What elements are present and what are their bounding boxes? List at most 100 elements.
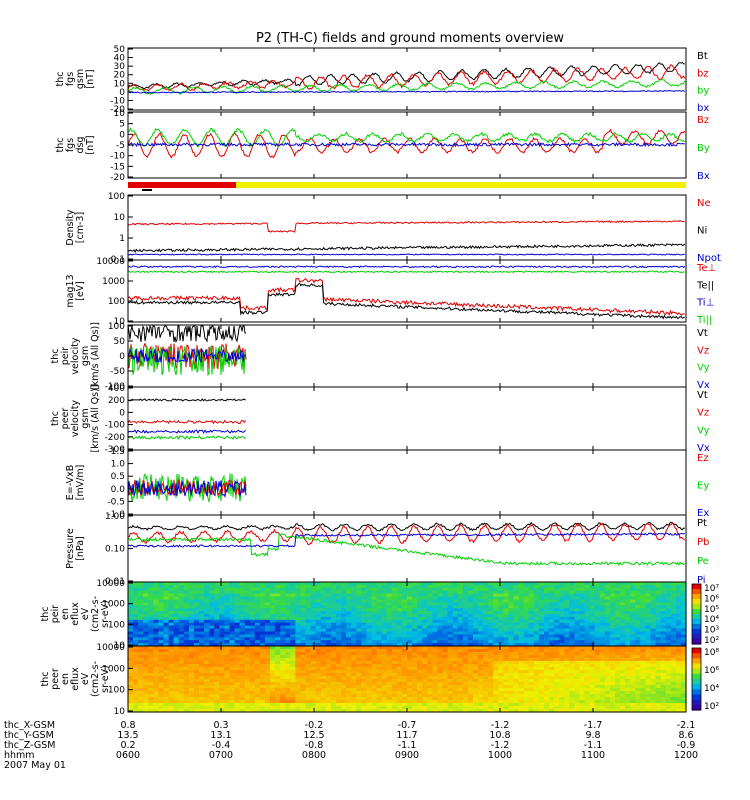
spectrogram-cell [442, 582, 449, 586]
spectrogram-cell [452, 596, 459, 600]
spectrogram-cell [183, 631, 190, 635]
spectrogram-cell [346, 596, 352, 600]
spectrogram-cell [371, 596, 378, 600]
spectrogram-cell [503, 611, 510, 615]
spectrogram-cell [153, 628, 160, 632]
spectrogram-cell [219, 673, 225, 677]
spectrogram-cell [280, 655, 286, 659]
spectrogram-cell [259, 661, 266, 665]
spectrogram-cell [518, 590, 525, 595]
spectrogram-cell [219, 679, 225, 683]
spectrogram-cell [133, 661, 139, 665]
spectrogram-cell [285, 599, 291, 603]
spectrogram-cell [219, 631, 225, 635]
spectrogram-cell [503, 697, 510, 701]
spectrogram-cell [376, 596, 383, 600]
spectrogram-cell [188, 614, 195, 618]
spectrogram-cell [341, 676, 347, 680]
spectrogram-cell [412, 676, 418, 680]
spectrogram-cell [188, 634, 195, 638]
spectrogram-cell [346, 611, 352, 615]
spectrogram-cell [513, 616, 520, 621]
spectrogram-cell [249, 587, 256, 592]
spectrogram-cell [305, 640, 312, 644]
spectrogram-cell [599, 655, 606, 659]
spectrogram-cell [462, 667, 469, 671]
spectrogram-cell [680, 608, 687, 612]
spectrogram-cell [599, 590, 606, 595]
spectrogram-cell [244, 590, 251, 595]
spectrogram-cell [396, 682, 403, 686]
spectrogram-cell [457, 682, 464, 686]
spectrogram-cell [462, 590, 469, 595]
spectrogram-cell [630, 676, 636, 680]
spectrogram-cell [346, 634, 352, 638]
spectrogram-cell [432, 605, 439, 609]
spectrogram-cell [366, 676, 373, 680]
spectrogram-cell [249, 584, 256, 589]
spectrogram-cell [564, 706, 570, 710]
spectrogram-cell [472, 706, 479, 710]
spectrogram-cell [376, 614, 383, 618]
spectrogram-cell [528, 682, 535, 686]
spectrogram-cell [224, 614, 231, 618]
spectrogram-cell [407, 599, 413, 603]
spectrogram-cell [168, 655, 175, 659]
spectrogram-cell [336, 602, 342, 606]
spectrogram-cell [488, 649, 494, 653]
spectrogram-cell [609, 631, 616, 635]
spectrogram-cell [290, 643, 296, 647]
spectrogram-cell [620, 643, 626, 647]
spectrogram-cell [193, 658, 200, 662]
spectrogram-cell [234, 682, 241, 686]
spectrogram-cell [488, 614, 494, 618]
spectrogram-cell [381, 631, 388, 635]
spectrogram-cell [635, 622, 641, 627]
spectrogram-cell [432, 584, 439, 589]
spectrogram-cell [483, 605, 489, 609]
spectrogram-cell [396, 706, 403, 710]
spectrogram-cell [219, 670, 225, 674]
spectrogram-cell [224, 664, 231, 668]
spectrogram-cell [584, 670, 591, 674]
spectrogram-cell [239, 643, 246, 647]
spectrogram-cell [234, 628, 241, 632]
spectrogram-cell [275, 667, 281, 671]
spectrogram-cell [427, 625, 433, 630]
spectrogram-cell [234, 593, 241, 598]
spectrogram-cell [508, 679, 515, 683]
spectrogram-cell [518, 649, 525, 653]
spectrogram-cell [366, 646, 373, 650]
spectrogram-cell [199, 584, 205, 589]
spectrogram-cell [320, 614, 327, 618]
spectrogram-cell [178, 637, 185, 641]
spectrogram-cell [305, 616, 312, 621]
spectrogram-cell [224, 709, 231, 713]
spectrogram-cell [290, 697, 296, 701]
spectrogram-cell [315, 655, 322, 659]
spectrogram-cell [554, 697, 560, 701]
spectrogram-cell [452, 691, 459, 695]
spectrogram-cell [143, 611, 149, 615]
spectrogram-cell [533, 625, 540, 630]
spectrogram-cell [336, 685, 342, 689]
spectrogram-cell [589, 664, 596, 668]
spectrogram-cell [148, 584, 154, 589]
spectrogram-cell [564, 697, 570, 701]
spectrogram-cell [128, 703, 134, 707]
spectrogram-cell [523, 682, 530, 686]
spectrogram-cell [544, 590, 550, 595]
spectrogram-cell [153, 679, 160, 683]
spectrogram-cell [513, 622, 520, 627]
spectrogram-cell [498, 691, 504, 695]
spectrogram-cell [128, 655, 134, 659]
spectrogram-cell [538, 673, 545, 677]
spectrogram-cell [153, 590, 160, 595]
spectrogram-cell [615, 676, 621, 680]
spectrogram-cell [412, 590, 418, 595]
spectrogram-cell [589, 605, 596, 609]
spectrogram-cell [447, 646, 454, 650]
spectrogram-cell [472, 599, 479, 603]
spectrogram-cell [265, 628, 271, 632]
spectrogram-cell [249, 631, 256, 635]
